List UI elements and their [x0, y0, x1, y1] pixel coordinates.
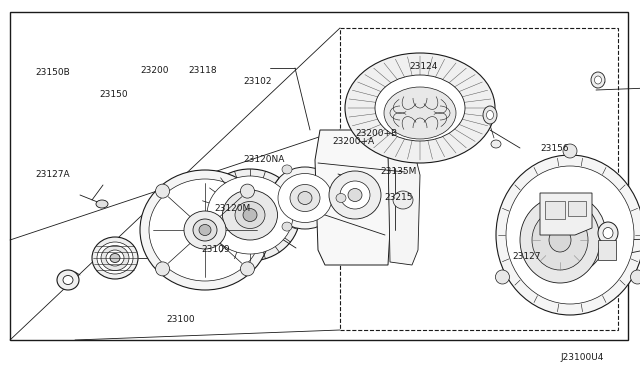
Ellipse shape — [520, 197, 600, 283]
Ellipse shape — [558, 222, 582, 248]
Ellipse shape — [184, 211, 226, 249]
Ellipse shape — [348, 189, 362, 202]
Ellipse shape — [63, 276, 73, 285]
Text: 23150B: 23150B — [35, 68, 70, 77]
Ellipse shape — [549, 228, 571, 252]
Ellipse shape — [193, 219, 217, 241]
Ellipse shape — [241, 262, 255, 276]
Ellipse shape — [564, 228, 576, 241]
Ellipse shape — [96, 200, 108, 208]
Ellipse shape — [156, 262, 170, 276]
Text: 23150: 23150 — [99, 90, 128, 99]
Text: 23215: 23215 — [384, 193, 413, 202]
Ellipse shape — [595, 76, 602, 84]
Text: 23118: 23118 — [189, 66, 218, 75]
Ellipse shape — [282, 165, 292, 174]
Ellipse shape — [271, 167, 339, 229]
Text: 23200+A: 23200+A — [333, 137, 375, 146]
Ellipse shape — [298, 192, 312, 205]
Text: 23135M: 23135M — [381, 167, 417, 176]
Text: 23102: 23102 — [243, 77, 272, 86]
Bar — [598, 240, 616, 260]
Ellipse shape — [483, 106, 497, 124]
Text: 23120NA: 23120NA — [243, 155, 285, 164]
Ellipse shape — [384, 87, 456, 139]
Ellipse shape — [546, 209, 594, 261]
Ellipse shape — [336, 193, 346, 202]
Bar — [545, 201, 565, 219]
Text: 23100: 23100 — [166, 315, 195, 324]
Text: 23200: 23200 — [141, 66, 170, 75]
Ellipse shape — [375, 75, 465, 141]
Ellipse shape — [149, 179, 261, 281]
Ellipse shape — [92, 237, 138, 279]
Ellipse shape — [630, 270, 640, 284]
Ellipse shape — [563, 144, 577, 158]
Text: 23120M: 23120M — [214, 204, 251, 213]
Ellipse shape — [243, 208, 257, 221]
Ellipse shape — [235, 202, 265, 228]
Ellipse shape — [106, 250, 124, 266]
Ellipse shape — [223, 190, 278, 240]
Bar — [10, 12, 628, 340]
Ellipse shape — [491, 140, 501, 148]
Ellipse shape — [598, 222, 618, 244]
Polygon shape — [315, 130, 390, 265]
Ellipse shape — [329, 171, 381, 219]
Ellipse shape — [603, 228, 613, 238]
Text: 23124: 23124 — [410, 62, 438, 71]
Text: 23127A: 23127A — [35, 170, 70, 179]
Text: 23109: 23109 — [202, 245, 230, 254]
Bar — [568, 201, 586, 216]
Ellipse shape — [534, 196, 606, 274]
Text: 23156: 23156 — [541, 144, 570, 153]
Text: J23100U4: J23100U4 — [560, 353, 604, 362]
Ellipse shape — [290, 185, 320, 212]
Ellipse shape — [340, 181, 370, 209]
Ellipse shape — [140, 170, 270, 290]
Ellipse shape — [591, 72, 605, 88]
Ellipse shape — [97, 242, 133, 274]
Ellipse shape — [393, 191, 413, 209]
Ellipse shape — [199, 224, 211, 235]
Ellipse shape — [110, 253, 120, 263]
Bar — [340, 28, 618, 330]
Ellipse shape — [506, 166, 634, 304]
Ellipse shape — [496, 155, 640, 315]
Polygon shape — [540, 193, 592, 235]
Ellipse shape — [278, 173, 332, 222]
Text: 23127: 23127 — [512, 252, 541, 261]
Ellipse shape — [200, 169, 300, 261]
Ellipse shape — [495, 270, 509, 284]
Ellipse shape — [101, 246, 129, 270]
Ellipse shape — [57, 270, 79, 290]
Polygon shape — [388, 150, 420, 265]
Ellipse shape — [486, 110, 493, 119]
Ellipse shape — [207, 176, 293, 254]
Ellipse shape — [532, 210, 588, 270]
Ellipse shape — [156, 184, 170, 198]
Text: 23200+B: 23200+B — [355, 129, 397, 138]
Ellipse shape — [282, 222, 292, 231]
Ellipse shape — [345, 53, 495, 163]
Ellipse shape — [241, 184, 255, 198]
